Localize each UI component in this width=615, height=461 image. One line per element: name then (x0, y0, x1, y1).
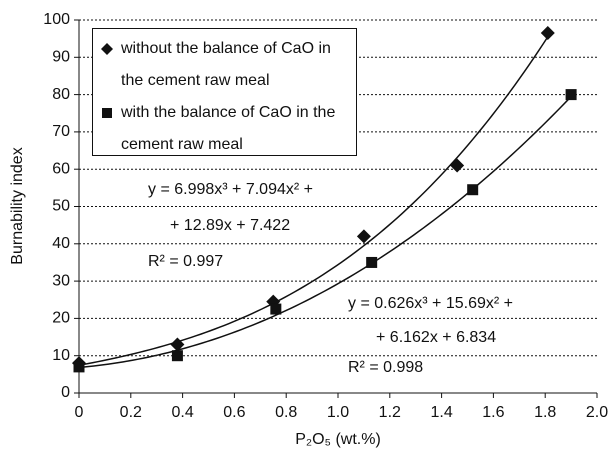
x-axis-label: P₂O₅ (wt.%) (295, 431, 381, 448)
y-tick-label: 60 (52, 160, 70, 177)
y-tick-label: 100 (43, 11, 70, 28)
legend-symbol (101, 43, 113, 55)
annotation: y = 6.998x³ + 7.094x² + (148, 181, 313, 198)
point (366, 256, 378, 268)
legend-label: without the balance of CaO in the cement… (121, 40, 331, 89)
legend: without the balance of CaO in the cement… (92, 28, 357, 156)
point (356, 229, 371, 244)
y-tick-label: 20 (52, 310, 70, 327)
y-axis-label: Burnability index (9, 147, 26, 264)
x-tick-label: 1.0 (327, 404, 349, 421)
y-tick-label: 80 (52, 86, 70, 103)
annotation: y = 0.626x³ + 15.69x² + (348, 295, 513, 312)
x-tick-label: 0.4 (171, 404, 193, 421)
x-tick-label: 0.6 (223, 404, 245, 421)
y-tick-label: 30 (52, 272, 70, 289)
y-tick-label: 0 (61, 384, 70, 401)
y-tick-label: 90 (52, 49, 70, 66)
x-tick-label: 1.8 (534, 404, 556, 421)
point (450, 158, 465, 173)
point (270, 303, 282, 315)
x-tick-label: 1.6 (482, 404, 504, 421)
annotation: R² = 0.997 (148, 253, 223, 270)
x-tick-label: 0.2 (120, 404, 142, 421)
annotation: R² = 0.998 (348, 359, 423, 376)
point (73, 361, 85, 373)
y-tick-label: 40 (52, 235, 70, 252)
y-tick-label: 10 (52, 347, 70, 364)
annotation: + 12.89x + 7.422 (170, 217, 290, 234)
x-tick-label: 1.4 (430, 404, 452, 421)
y-tick-label: 50 (52, 198, 70, 215)
x-tick-label: 0.8 (275, 404, 297, 421)
legend-label: with the balance of CaO in the cement ra… (121, 104, 336, 153)
x-tick-label: 1.2 (379, 404, 401, 421)
legend-marker (102, 108, 112, 118)
point (170, 337, 185, 352)
annotation: + 6.162x + 6.834 (376, 329, 496, 346)
y-tick-label: 70 (52, 123, 70, 140)
x-tick-label: 0 (75, 404, 84, 421)
x-tick-label: 2.0 (586, 404, 608, 421)
point (565, 89, 577, 101)
trendline (78, 36, 549, 367)
legend-symbol (102, 108, 112, 118)
point (540, 26, 555, 41)
trendline (78, 96, 572, 369)
legend-marker (101, 43, 113, 55)
point (171, 350, 183, 362)
point (467, 184, 479, 196)
